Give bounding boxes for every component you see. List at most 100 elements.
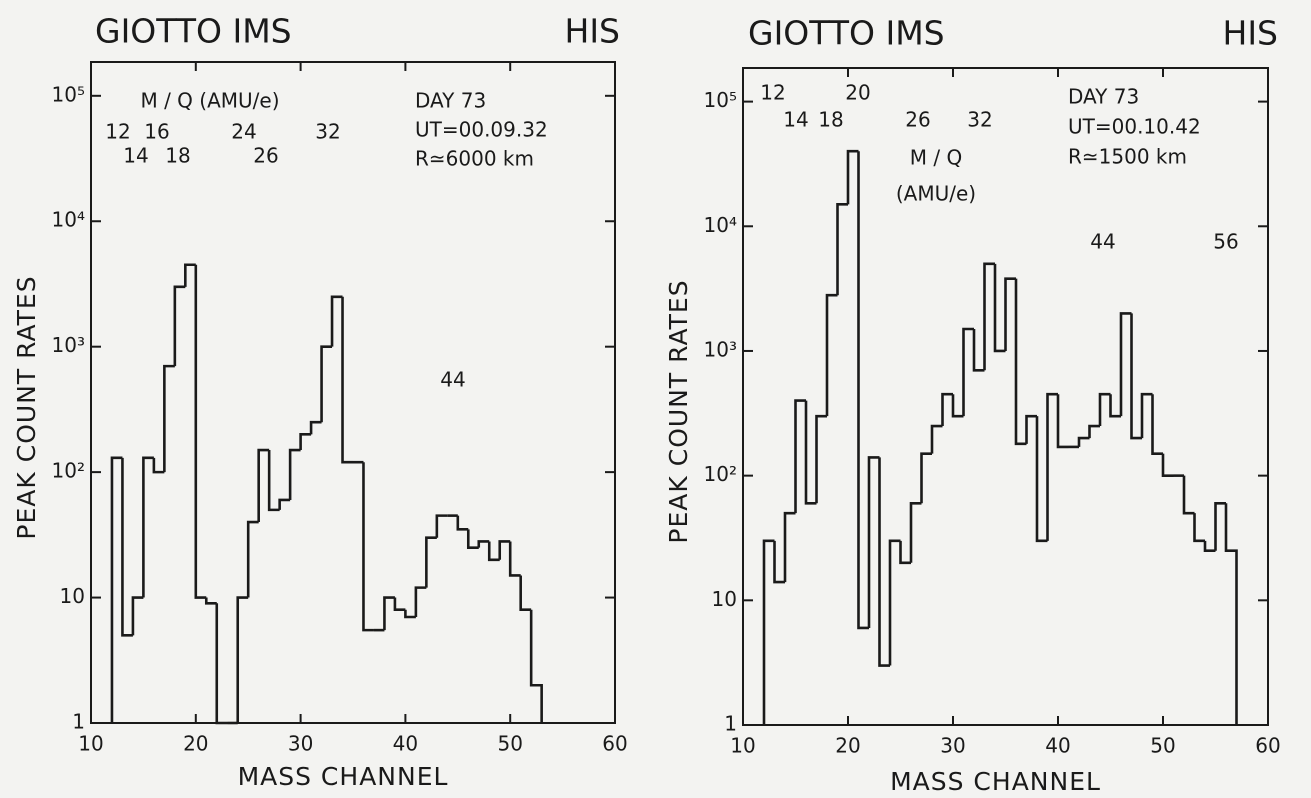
histogram-step	[498, 540, 511, 560]
histogram-step	[857, 151, 869, 630]
annotation: 18	[818, 108, 843, 132]
annotation: 18	[165, 144, 190, 168]
x-tick-label: 40	[393, 732, 418, 756]
histogram-step	[267, 450, 280, 512]
histogram-step	[815, 414, 827, 504]
histogram-step	[783, 511, 796, 583]
histogram-step	[487, 541, 500, 562]
x-tick-label: 60	[602, 732, 627, 756]
histogram-step	[246, 520, 259, 598]
annotation: 14	[783, 108, 808, 132]
chart-subtitle: HIS	[1223, 14, 1279, 53]
histogram-step	[1109, 394, 1121, 418]
histogram-step	[184, 263, 196, 287]
histogram-step	[163, 364, 175, 473]
annotation: UT=00.10.42	[1068, 115, 1201, 139]
y-tick-label: 10⁴	[704, 213, 737, 237]
histogram-step	[1046, 392, 1058, 541]
x-tick-label: 20	[835, 734, 860, 758]
x-tick-label: 10	[78, 732, 103, 756]
annotation: (AMU/e)	[896, 182, 976, 206]
x-tick-label: 20	[183, 732, 208, 756]
annotation: 44	[1090, 230, 1115, 254]
histogram-step	[941, 392, 953, 427]
annotation: R≃1500 km	[1068, 145, 1187, 169]
histogram-step	[1035, 416, 1048, 543]
histogram-step	[909, 502, 922, 563]
annotation: DAY 73	[1068, 85, 1139, 109]
histogram-step	[972, 329, 985, 372]
x-tick-label: 10	[730, 734, 755, 758]
x-tick-label: 60	[1255, 734, 1280, 758]
histogram-step	[404, 609, 416, 619]
histogram-step	[1119, 312, 1132, 417]
y-tick-label: 10	[712, 587, 737, 611]
annotation: 44	[440, 368, 465, 392]
annotation: M / Q (AMU/e)	[140, 89, 279, 113]
histogram-step	[435, 514, 448, 538]
annotation: 16	[144, 120, 169, 144]
histogram-step	[794, 399, 806, 514]
histogram-step	[1224, 503, 1238, 725]
histogram-step	[1098, 392, 1111, 427]
histogram-step	[888, 539, 901, 666]
annotation: 12	[760, 81, 785, 105]
annotation: UT=00.09.32	[415, 118, 548, 142]
histogram-step	[1182, 475, 1195, 515]
histogram-step	[1077, 436, 1090, 447]
histogram-step	[466, 529, 479, 549]
annotation: 56	[1213, 230, 1238, 254]
histogram-step	[341, 296, 353, 464]
histogram-step	[867, 456, 880, 628]
histogram-step	[320, 345, 333, 423]
y-tick-label: 10³	[52, 333, 85, 357]
plot-frame	[742, 67, 1269, 726]
y-tick-label: 1	[724, 712, 737, 736]
annotation: 20	[845, 81, 870, 105]
histogram-step	[309, 420, 322, 435]
histogram-step	[204, 597, 217, 605]
histogram-step	[425, 536, 437, 588]
histogram-step	[836, 203, 848, 296]
x-tick-label: 30	[288, 732, 313, 756]
annotation: 32	[967, 108, 992, 132]
histogram-step	[278, 498, 291, 510]
chart-title: GIOTTO IMS	[748, 14, 945, 53]
x-tick-label: 40	[1045, 734, 1070, 758]
y-tick-label: 10²	[52, 459, 85, 483]
histogram-step	[1161, 453, 1174, 477]
histogram-step	[804, 400, 817, 505]
histogram-step	[1151, 394, 1163, 455]
chart-title: GIOTTO IMS	[95, 12, 292, 51]
histogram-step	[194, 264, 207, 599]
histogram-step	[899, 540, 911, 565]
y-tick-label: 10⁴	[52, 208, 85, 232]
histogram-step	[288, 448, 301, 500]
histogram-step	[1056, 394, 1069, 449]
histogram-step	[362, 462, 374, 632]
y-tick-label: 10⁵	[704, 88, 737, 112]
histogram-step	[110, 456, 123, 723]
annotation: 26	[253, 144, 278, 168]
histogram-step	[142, 456, 154, 598]
histogram-step	[951, 394, 964, 418]
histogram-step	[930, 424, 943, 454]
annotation: 14	[123, 144, 148, 168]
histogram-step	[414, 586, 427, 617]
histogram-step	[846, 149, 859, 205]
y-tick-label: 10²	[704, 462, 737, 486]
histogram-step	[1130, 313, 1142, 440]
y-tick-label: 10⁵	[52, 82, 85, 106]
annotation: 26	[905, 108, 930, 132]
histogram-step	[1203, 540, 1216, 553]
histogram-step	[825, 293, 838, 417]
x-axis-label: MASS CHANNEL	[890, 767, 1101, 796]
histogram-step	[962, 327, 974, 417]
y-tick-label: 10	[60, 584, 85, 608]
y-tick-label: 1	[72, 710, 85, 734]
histogram-step	[257, 448, 270, 523]
histogram-step	[993, 263, 1006, 353]
histogram-step	[1088, 424, 1100, 439]
